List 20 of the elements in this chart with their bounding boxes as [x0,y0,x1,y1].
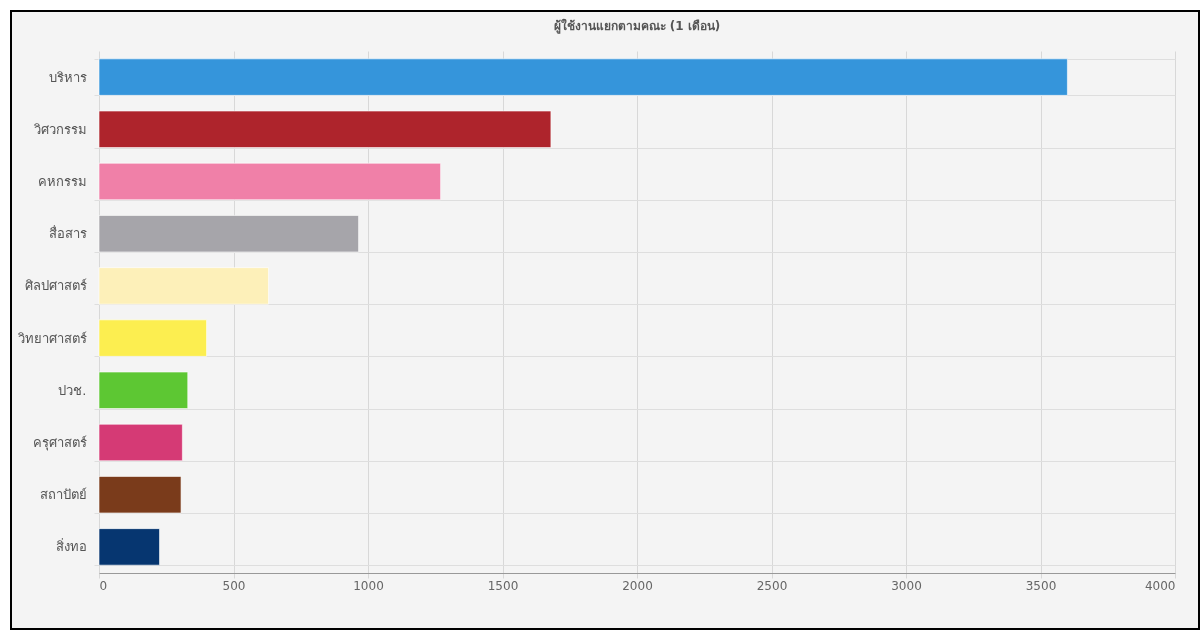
y-tick-label: สถาปัตย์ [39,487,87,503]
x-tick-label: 3000 [891,578,922,593]
chart-title: ผู้ใช้งานแยกตามคณะ (1 เดือน) [553,18,721,34]
y-tick-label: วิศวกรรม [32,121,87,137]
x-tick-label: 0 [99,578,108,593]
y-tick-label: สิ่งทอ [55,538,87,555]
x-tick-label: 4000 [1144,578,1176,593]
y-tick-label: ครุศาสตร์ [32,435,87,451]
x-tick-label: 500 [222,578,246,593]
y-tick-label: ศิลปศาสตร์ [24,278,87,294]
y-tick-label: บริหาร [48,69,87,85]
y-tick-label: คหกรรม [37,174,87,189]
y-tick-label: สื่อสาร [48,225,87,242]
x-tick-label: 3500 [1025,578,1057,593]
y-tick-label: วิทยาศาสตร์ [16,330,87,346]
x-tick-label: 1000 [353,578,384,593]
x-tick-label: 1500 [487,578,519,593]
y-tick-label: ปวช. [58,382,87,398]
x-tick-label: 2500 [756,578,788,593]
x-tick-label: 2000 [622,578,653,593]
